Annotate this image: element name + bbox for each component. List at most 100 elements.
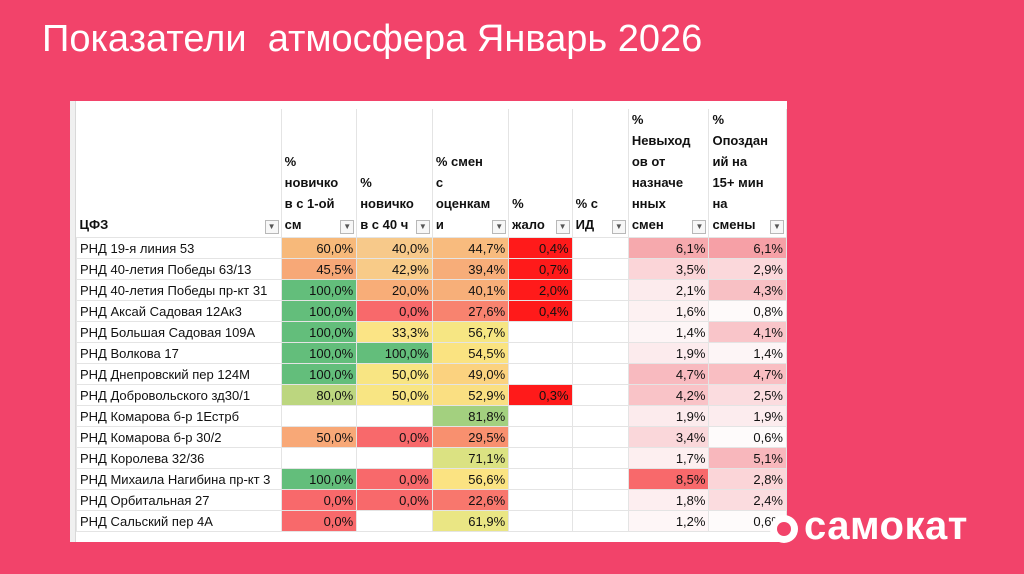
metric-cell-c3: 56,7% bbox=[431, 321, 510, 343]
metric-cell-c3: 22,6% bbox=[431, 489, 510, 511]
row-header-strip bbox=[70, 101, 76, 542]
metric-cell-c4 bbox=[508, 468, 573, 490]
metric-cell-c1: 100,0% bbox=[280, 321, 358, 343]
metric-cell-c4 bbox=[508, 447, 573, 469]
metric-cell-c1 bbox=[280, 405, 358, 427]
logo-mark-icon bbox=[770, 515, 798, 543]
col-header-no-shows: % Невыход ов от назначе нных смен ▼ bbox=[628, 109, 710, 238]
metric-cell-c7: 2,9% bbox=[708, 258, 787, 280]
metric-cell-c4 bbox=[508, 405, 573, 427]
metric-cell-c2: 0,0% bbox=[356, 468, 433, 490]
metric-cell-c4 bbox=[508, 426, 573, 448]
metric-cell-c6: 4,2% bbox=[627, 384, 710, 406]
metric-cell-c1: 50,0% bbox=[280, 426, 358, 448]
metric-cell-c4 bbox=[508, 321, 573, 343]
metric-cell-c3: 81,8% bbox=[431, 405, 510, 427]
metric-cell-c6: 1,7% bbox=[627, 447, 710, 469]
metrics-table: ЦФЗ ▼ % новичко в с 1-ой см ▼ % новичко в … bbox=[76, 109, 787, 532]
table-row: РНД Орбитальная 27 0,0% 0,0% 22,6% 1,8% 2,4% bbox=[76, 489, 787, 511]
metric-cell-c4: 0,4% bbox=[508, 237, 573, 259]
metric-cell-c4: 2,0% bbox=[508, 279, 573, 301]
metric-cell-c5 bbox=[571, 258, 629, 280]
metric-cell-c3: 44,7% bbox=[431, 237, 510, 259]
metric-cell-c5 bbox=[571, 510, 629, 532]
metric-cell-c3: 49,0% bbox=[431, 363, 510, 385]
filter-dropdown-icon[interactable]: ▼ bbox=[340, 220, 355, 234]
cfz-name-cell: РНД Комарова б-р 1Естрб bbox=[76, 405, 282, 427]
metric-cell-c1: 0,0% bbox=[280, 489, 358, 511]
metric-cell-c3: 39,4% bbox=[431, 258, 510, 280]
metric-cell-c2 bbox=[356, 510, 433, 532]
metric-cell-c3: 40,1% bbox=[431, 279, 510, 301]
metric-cell-c4 bbox=[508, 489, 573, 511]
filter-dropdown-icon[interactable]: ▼ bbox=[692, 220, 707, 234]
filter-dropdown-icon[interactable]: ▼ bbox=[555, 220, 570, 234]
table-row: РНД 19-я линия 53 60,0% 40,0% 44,7% 0,4% 6,1%… bbox=[76, 237, 787, 259]
metric-cell-c2 bbox=[356, 447, 433, 469]
metric-cell-c6: 8,5% bbox=[627, 468, 710, 490]
filter-dropdown-icon[interactable]: ▼ bbox=[492, 220, 507, 234]
metric-cell-c7: 2,4% bbox=[708, 489, 787, 511]
metric-cell-c5 bbox=[571, 447, 629, 469]
metric-cell-c7: 6,1% bbox=[708, 237, 787, 259]
metric-cell-c4: 0,3% bbox=[508, 384, 573, 406]
metric-cell-c1: 100,0% bbox=[280, 279, 358, 301]
metric-cell-c4: 0,7% bbox=[508, 258, 573, 280]
metric-cell-c3: 61,9% bbox=[431, 510, 510, 532]
cfz-name-cell: РНД Аксай Садовая 12Ак3 bbox=[76, 300, 282, 322]
metric-cell-c2: 50,0% bbox=[356, 363, 433, 385]
filter-dropdown-icon[interactable]: ▼ bbox=[415, 220, 430, 234]
metric-cell-c5 bbox=[571, 342, 629, 364]
metric-cell-c5 bbox=[571, 300, 629, 322]
logo-wordmark: самокат bbox=[804, 504, 968, 548]
metric-cell-c2 bbox=[356, 405, 433, 427]
metric-cell-c1: 0,0% bbox=[280, 510, 358, 532]
metric-cell-c7: 1,4% bbox=[708, 342, 787, 364]
metric-cell-c7: 0,6% bbox=[708, 510, 787, 532]
metric-cell-c4 bbox=[508, 510, 573, 532]
metric-cell-c6: 1,9% bbox=[627, 342, 710, 364]
metric-cell-c2: 50,0% bbox=[356, 384, 433, 406]
cfz-name-cell: РНД 40-летия Победы пр-кт 31 bbox=[76, 279, 282, 301]
cfz-name-cell: РНД Королева 32/36 bbox=[76, 447, 282, 469]
metric-cell-c2: 42,9% bbox=[356, 258, 433, 280]
table-row: РНД Добровольского зд30/1 80,0% 50,0% 52,9%… bbox=[76, 384, 787, 406]
metric-cell-c5 bbox=[571, 384, 629, 406]
header-row: ЦФЗ ▼ % новичко в с 1-ой см ▼ % новичко в … bbox=[76, 109, 787, 238]
cfz-name-cell: РНД Комарова б-р 30/2 bbox=[76, 426, 282, 448]
cfz-name-cell: РНД Орбитальная 27 bbox=[76, 489, 282, 511]
cfz-name-cell: РНД Добровольского зд30/1 bbox=[76, 384, 282, 406]
table-row: РНД Днепровский пер 124М 100,0% 50,0% 49,0%… bbox=[76, 363, 787, 385]
cfz-name-cell: РНД Днепровский пер 124М bbox=[76, 363, 282, 385]
col-header-id: % с ИД ▼ bbox=[572, 109, 629, 238]
metric-cell-c7: 4,3% bbox=[708, 279, 787, 301]
slide-title: Показатели атмосфера Январь 2026 bbox=[42, 18, 703, 60]
table-row: РНД Комарова б-р 1Естрб 81,8% 1,9% 1,9% bbox=[76, 405, 787, 427]
metric-cell-c2: 20,0% bbox=[356, 279, 433, 301]
samokat-logo: самокат bbox=[770, 504, 1010, 550]
metric-cell-c5 bbox=[571, 363, 629, 385]
metric-cell-c2: 40,0% bbox=[356, 237, 433, 259]
cfz-name-cell: РНД Михаила Нагибина пр-кт 3 bbox=[76, 468, 282, 490]
filter-dropdown-icon[interactable]: ▼ bbox=[611, 220, 626, 234]
metric-cell-c3: 56,6% bbox=[431, 468, 510, 490]
metric-cell-c5 bbox=[571, 405, 629, 427]
table-row: РНД Сальский пер 4А 0,0% 61,9% 1,2% 0,6% bbox=[76, 510, 787, 532]
filter-dropdown-icon[interactable]: ▼ bbox=[264, 220, 279, 234]
metric-cell-c5 bbox=[571, 426, 629, 448]
table-row: РНД Большая Садовая 109А 100,0% 33,3% 56,7%… bbox=[76, 321, 787, 343]
col-header-complaints: % жало ▼ bbox=[508, 109, 573, 238]
metric-cell-c5 bbox=[571, 468, 629, 490]
metric-cell-c2: 100,0% bbox=[356, 342, 433, 364]
filter-dropdown-icon[interactable]: ▼ bbox=[770, 220, 784, 234]
metric-cell-c6: 1,8% bbox=[627, 489, 710, 511]
metric-cell-c7: 0,8% bbox=[708, 300, 787, 322]
metric-cell-c4: 0,4% bbox=[508, 300, 573, 322]
metric-cell-c7: 5,1% bbox=[708, 447, 787, 469]
metric-cell-c2: 0,0% bbox=[356, 426, 433, 448]
metric-cell-c4 bbox=[508, 342, 573, 364]
metric-cell-c1: 100,0% bbox=[280, 468, 358, 490]
metric-cell-c6: 1,2% bbox=[627, 510, 710, 532]
table-row: РНД 40-летия Победы пр-кт 31 100,0% 20,0% 4… bbox=[76, 279, 787, 301]
col-header-rated-shifts: % смен с оценкам и ▼ bbox=[432, 109, 510, 238]
